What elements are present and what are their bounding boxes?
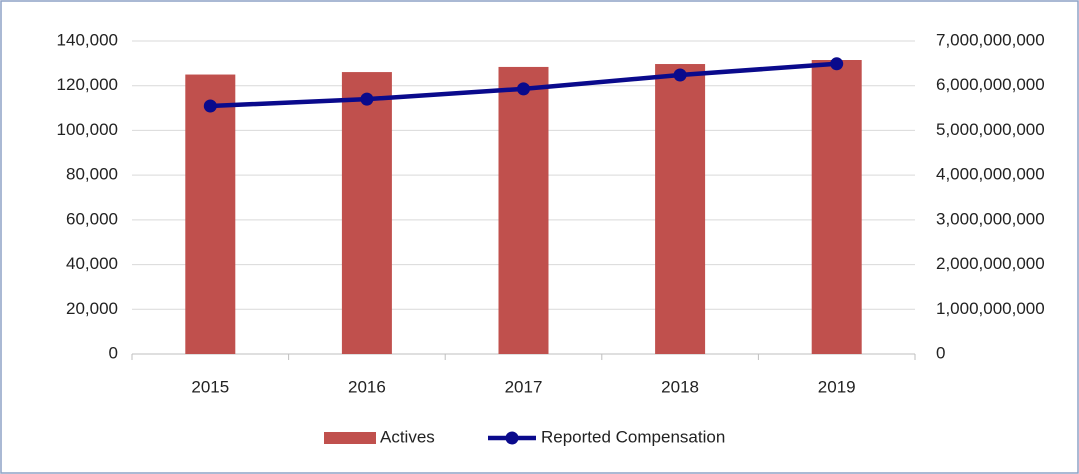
x-tick-label: 2018 — [661, 377, 699, 396]
y-tick-label: 20,000 — [66, 299, 118, 318]
x-tick-label: 2015 — [191, 377, 229, 396]
bar — [341, 72, 392, 355]
y2-tick-label: 1,000,000,000 — [936, 299, 1045, 318]
y-tick-label: 80,000 — [66, 165, 118, 184]
legend-label: Actives — [380, 427, 435, 446]
y2-tick-label: 5,000,000,000 — [936, 120, 1045, 139]
bar — [498, 66, 549, 354]
legend-marker — [505, 431, 519, 445]
line-marker — [517, 82, 530, 96]
x-tick-label: 2017 — [505, 377, 543, 396]
line-marker — [203, 99, 217, 113]
bar — [185, 74, 236, 355]
y-tick-label: 0 — [109, 343, 118, 362]
line-marker — [673, 68, 687, 82]
y2-tick-label: 7,000,000,000 — [936, 30, 1045, 49]
x-tick-label: 2016 — [348, 377, 386, 396]
y2-tick-label: 6,000,000,000 — [936, 75, 1045, 94]
y-tick-label: 100,000 — [57, 120, 118, 139]
line-marker — [360, 92, 374, 106]
y-tick-label: 140,000 — [57, 30, 118, 49]
legend-swatch — [324, 432, 376, 444]
y-tick-label: 60,000 — [66, 209, 118, 228]
y-tick-label: 120,000 — [57, 75, 118, 94]
x-tick-label: 2019 — [818, 377, 856, 396]
y-tick-label: 40,000 — [66, 254, 118, 273]
bar — [811, 60, 862, 354]
y2-tick-label: 0 — [936, 343, 945, 362]
y2-tick-label: 4,000,000,000 — [936, 165, 1045, 184]
y2-tick-label: 2,000,000,000 — [936, 254, 1045, 273]
bar — [655, 64, 706, 354]
y2-tick-label: 3,000,000,000 — [936, 209, 1045, 228]
legend-label: Reported Compensation — [541, 427, 725, 446]
line-marker — [830, 57, 844, 71]
